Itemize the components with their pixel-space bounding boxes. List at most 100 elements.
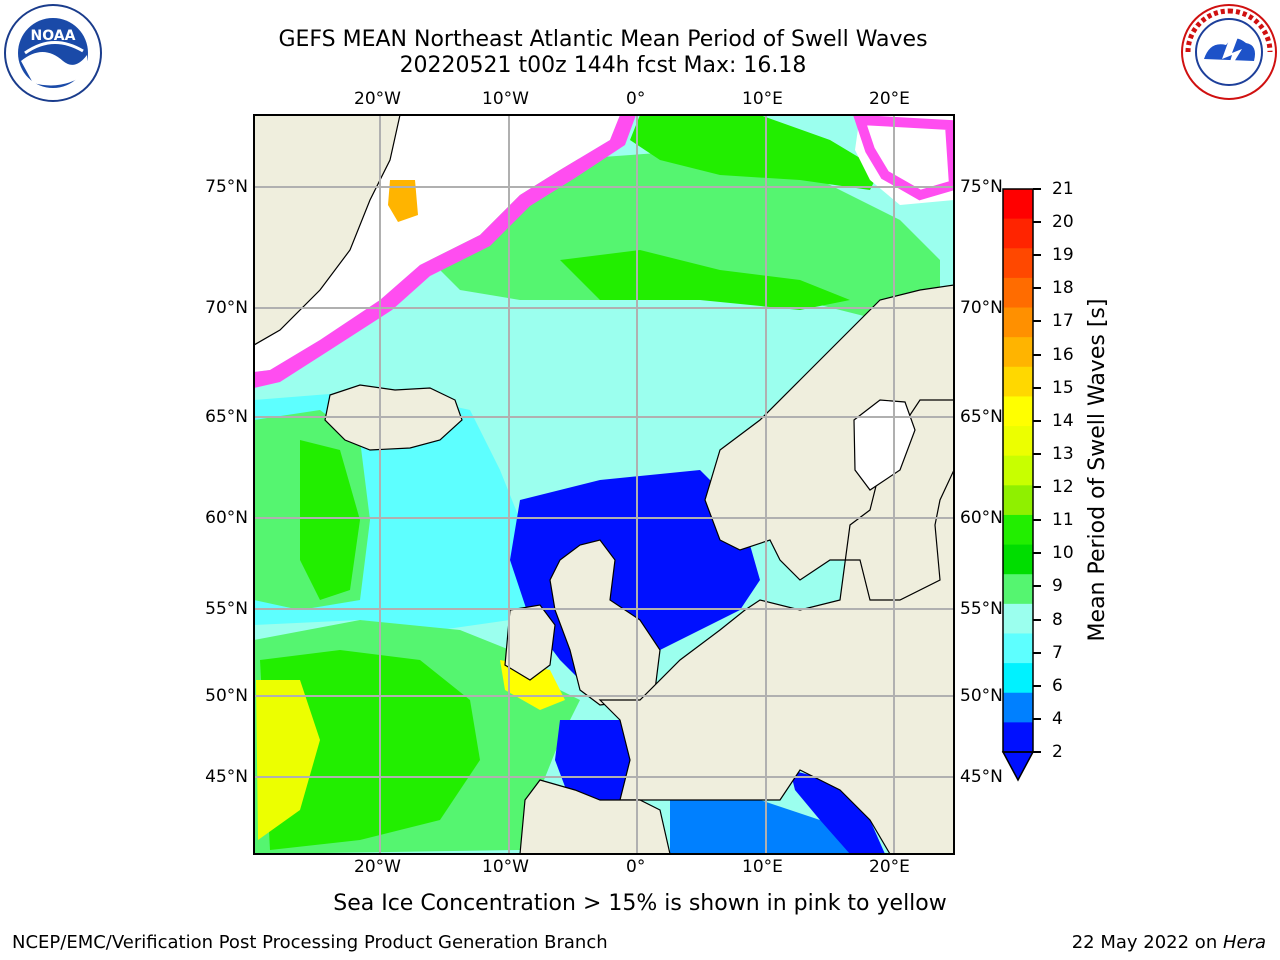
lon-label-bottom-0: 0° — [626, 857, 646, 877]
colorbar — [1001, 188, 1035, 782]
nws-logo — [1180, 3, 1278, 101]
lat-label-left-65n: 65°N — [205, 407, 248, 427]
colorbar-swatch — [1003, 722, 1033, 753]
colorbar-tick-label: 20 — [1052, 212, 1074, 233]
sea-ice-pack-svalbard — [855, 115, 954, 205]
lon-label-bottom-20e: 20°E — [869, 857, 910, 877]
colorbar-tick-label: 17 — [1052, 311, 1074, 332]
colorbar-swatch — [1003, 633, 1033, 664]
lon-label-bottom-10w: 10°W — [482, 857, 529, 877]
colorbar-tick-mark — [1033, 651, 1041, 654]
lon-label-top-10w: 10°W — [482, 89, 529, 109]
colorbar-tick-label: 21 — [1052, 179, 1074, 199]
colorbar-tick-mark — [1033, 717, 1041, 720]
iberia-land — [519, 779, 671, 854]
lat-label-left-75n: 75°N — [205, 177, 248, 197]
lat-label-right-45n: 45°N — [960, 767, 1003, 787]
colorbar-swatch — [1003, 663, 1033, 694]
colorbar-swatch — [1003, 277, 1033, 309]
swell-region-13-14s-southwest — [256, 680, 320, 840]
colorbar-swatch — [1003, 455, 1033, 486]
colorbar-swatch — [1003, 603, 1033, 634]
colorbar-swatch — [1003, 189, 1033, 220]
colorbar-swatch — [1003, 396, 1033, 427]
noaa-logo: NOAA — [3, 3, 103, 103]
swell-region-4-6s-mediterranean — [670, 800, 880, 854]
colorbar-tick-mark — [1033, 386, 1041, 389]
swell-region-2-4s-adriatic — [790, 770, 885, 854]
lat-label-right-60n: 60°N — [960, 508, 1003, 528]
lon-label-top-20e: 20°E — [869, 89, 910, 109]
footer-credit: NCEP/EMC/Verification Post Processing Pr… — [12, 932, 608, 953]
colorbar-label: Mean Period of Swell Waves [s] — [1085, 298, 1110, 642]
colorbar-tick-label: 12 — [1052, 477, 1074, 498]
lon-label-bottom-20w: 20°W — [354, 857, 401, 877]
lat-label-left-50n: 50°N — [205, 686, 248, 706]
colorbar-tick-label: 14 — [1052, 410, 1074, 431]
greenland-land — [254, 115, 401, 346]
colorbar-swatch — [1003, 307, 1033, 338]
colorbar-tick-label: 15 — [1052, 377, 1074, 398]
swell-region-10-11s-southwest — [260, 650, 480, 850]
sea-ice-patch — [388, 180, 418, 222]
lon-label-top-20w: 20°W — [354, 89, 401, 109]
colorbar-tick-mark — [1033, 684, 1041, 687]
gulf-of-bothnia — [853, 399, 916, 491]
colorbar-tick-label: 4 — [1052, 708, 1063, 729]
colorbar-tick-mark — [1033, 751, 1041, 753]
noaa-logo-text: NOAA — [31, 28, 76, 44]
lat-label-right-65n: 65°N — [960, 407, 1003, 427]
colorbar-tick-mark — [1033, 353, 1041, 356]
colorbar-swatch — [1003, 574, 1033, 605]
lat-label-right-75n: 75°N — [960, 177, 1003, 197]
map-frame — [253, 114, 955, 855]
colorbar-swatch — [1003, 337, 1033, 368]
colorbar-frame — [1002, 188, 1034, 753]
colorbar-tick-mark — [1033, 188, 1041, 190]
sea-ice-edge-greenland — [254, 115, 636, 388]
lon-label-top-10e: 10°E — [742, 89, 783, 109]
lat-label-right-50n: 50°N — [960, 686, 1003, 706]
colorbar-swatch — [1003, 248, 1033, 279]
lat-label-right-70n: 70°N — [960, 298, 1003, 318]
colorbar-swatch — [1003, 544, 1033, 575]
sea-ice-note: Sea Ice Concentration > 15% is shown in … — [333, 891, 947, 916]
swell-region-2-4s-biscay — [555, 720, 630, 800]
swell-region-10-11s-norwegian-sea — [560, 250, 850, 310]
sea-ice-edge-svalbard — [853, 115, 954, 201]
swell-region-10-11s-barents — [630, 115, 880, 190]
footer-host: Hera — [1222, 932, 1266, 953]
graticule — [254, 115, 954, 854]
lat-label-left-70n: 70°N — [205, 298, 248, 318]
colorbar-tick-mark — [1033, 519, 1041, 522]
colorbar-tick-label: 9 — [1052, 576, 1063, 597]
colorbar-swatch — [1003, 485, 1033, 516]
colorbar-tick-mark — [1033, 552, 1041, 555]
colorbar-swatch — [1003, 514, 1033, 546]
lon-label-top-0: 0° — [626, 89, 646, 109]
ireland-land — [504, 604, 556, 681]
colorbar-tick-label: 10 — [1052, 543, 1074, 564]
colorbar-tick-mark — [1033, 419, 1041, 422]
lat-label-left-45n: 45°N — [205, 767, 248, 787]
colorbar-tick-label: 2 — [1052, 742, 1063, 762]
colorbar-tick-label: 6 — [1052, 675, 1063, 696]
footer-date-text: 22 May 2022 on — [1071, 932, 1223, 953]
map-title: GEFS MEAN Northeast Atlantic Mean Period… — [278, 27, 928, 52]
colorbar-tick-label: 19 — [1052, 245, 1074, 266]
colorbar-tick-label: 11 — [1052, 510, 1074, 531]
footer-date: 22 May 2022 on Hera — [1072, 932, 1266, 954]
lon-label-bottom-10e: 10°E — [742, 857, 783, 877]
colorbar-tick-mark — [1033, 618, 1041, 621]
lat-label-left-60n: 60°N — [205, 508, 248, 528]
colorbar-tick-mark — [1033, 287, 1041, 290]
swell-region-14-15s-biscay-approach — [500, 660, 565, 710]
colorbar-tick-label: 18 — [1052, 278, 1074, 299]
colorbar-tick-label: 16 — [1052, 344, 1074, 365]
colorbar-swatch — [1003, 218, 1033, 249]
colorbar-swatch — [1003, 692, 1033, 723]
colorbar-tick-mark — [1033, 486, 1041, 489]
swell-region-10-11s-iceland — [300, 440, 360, 600]
colorbar-tick-mark — [1033, 452, 1041, 455]
